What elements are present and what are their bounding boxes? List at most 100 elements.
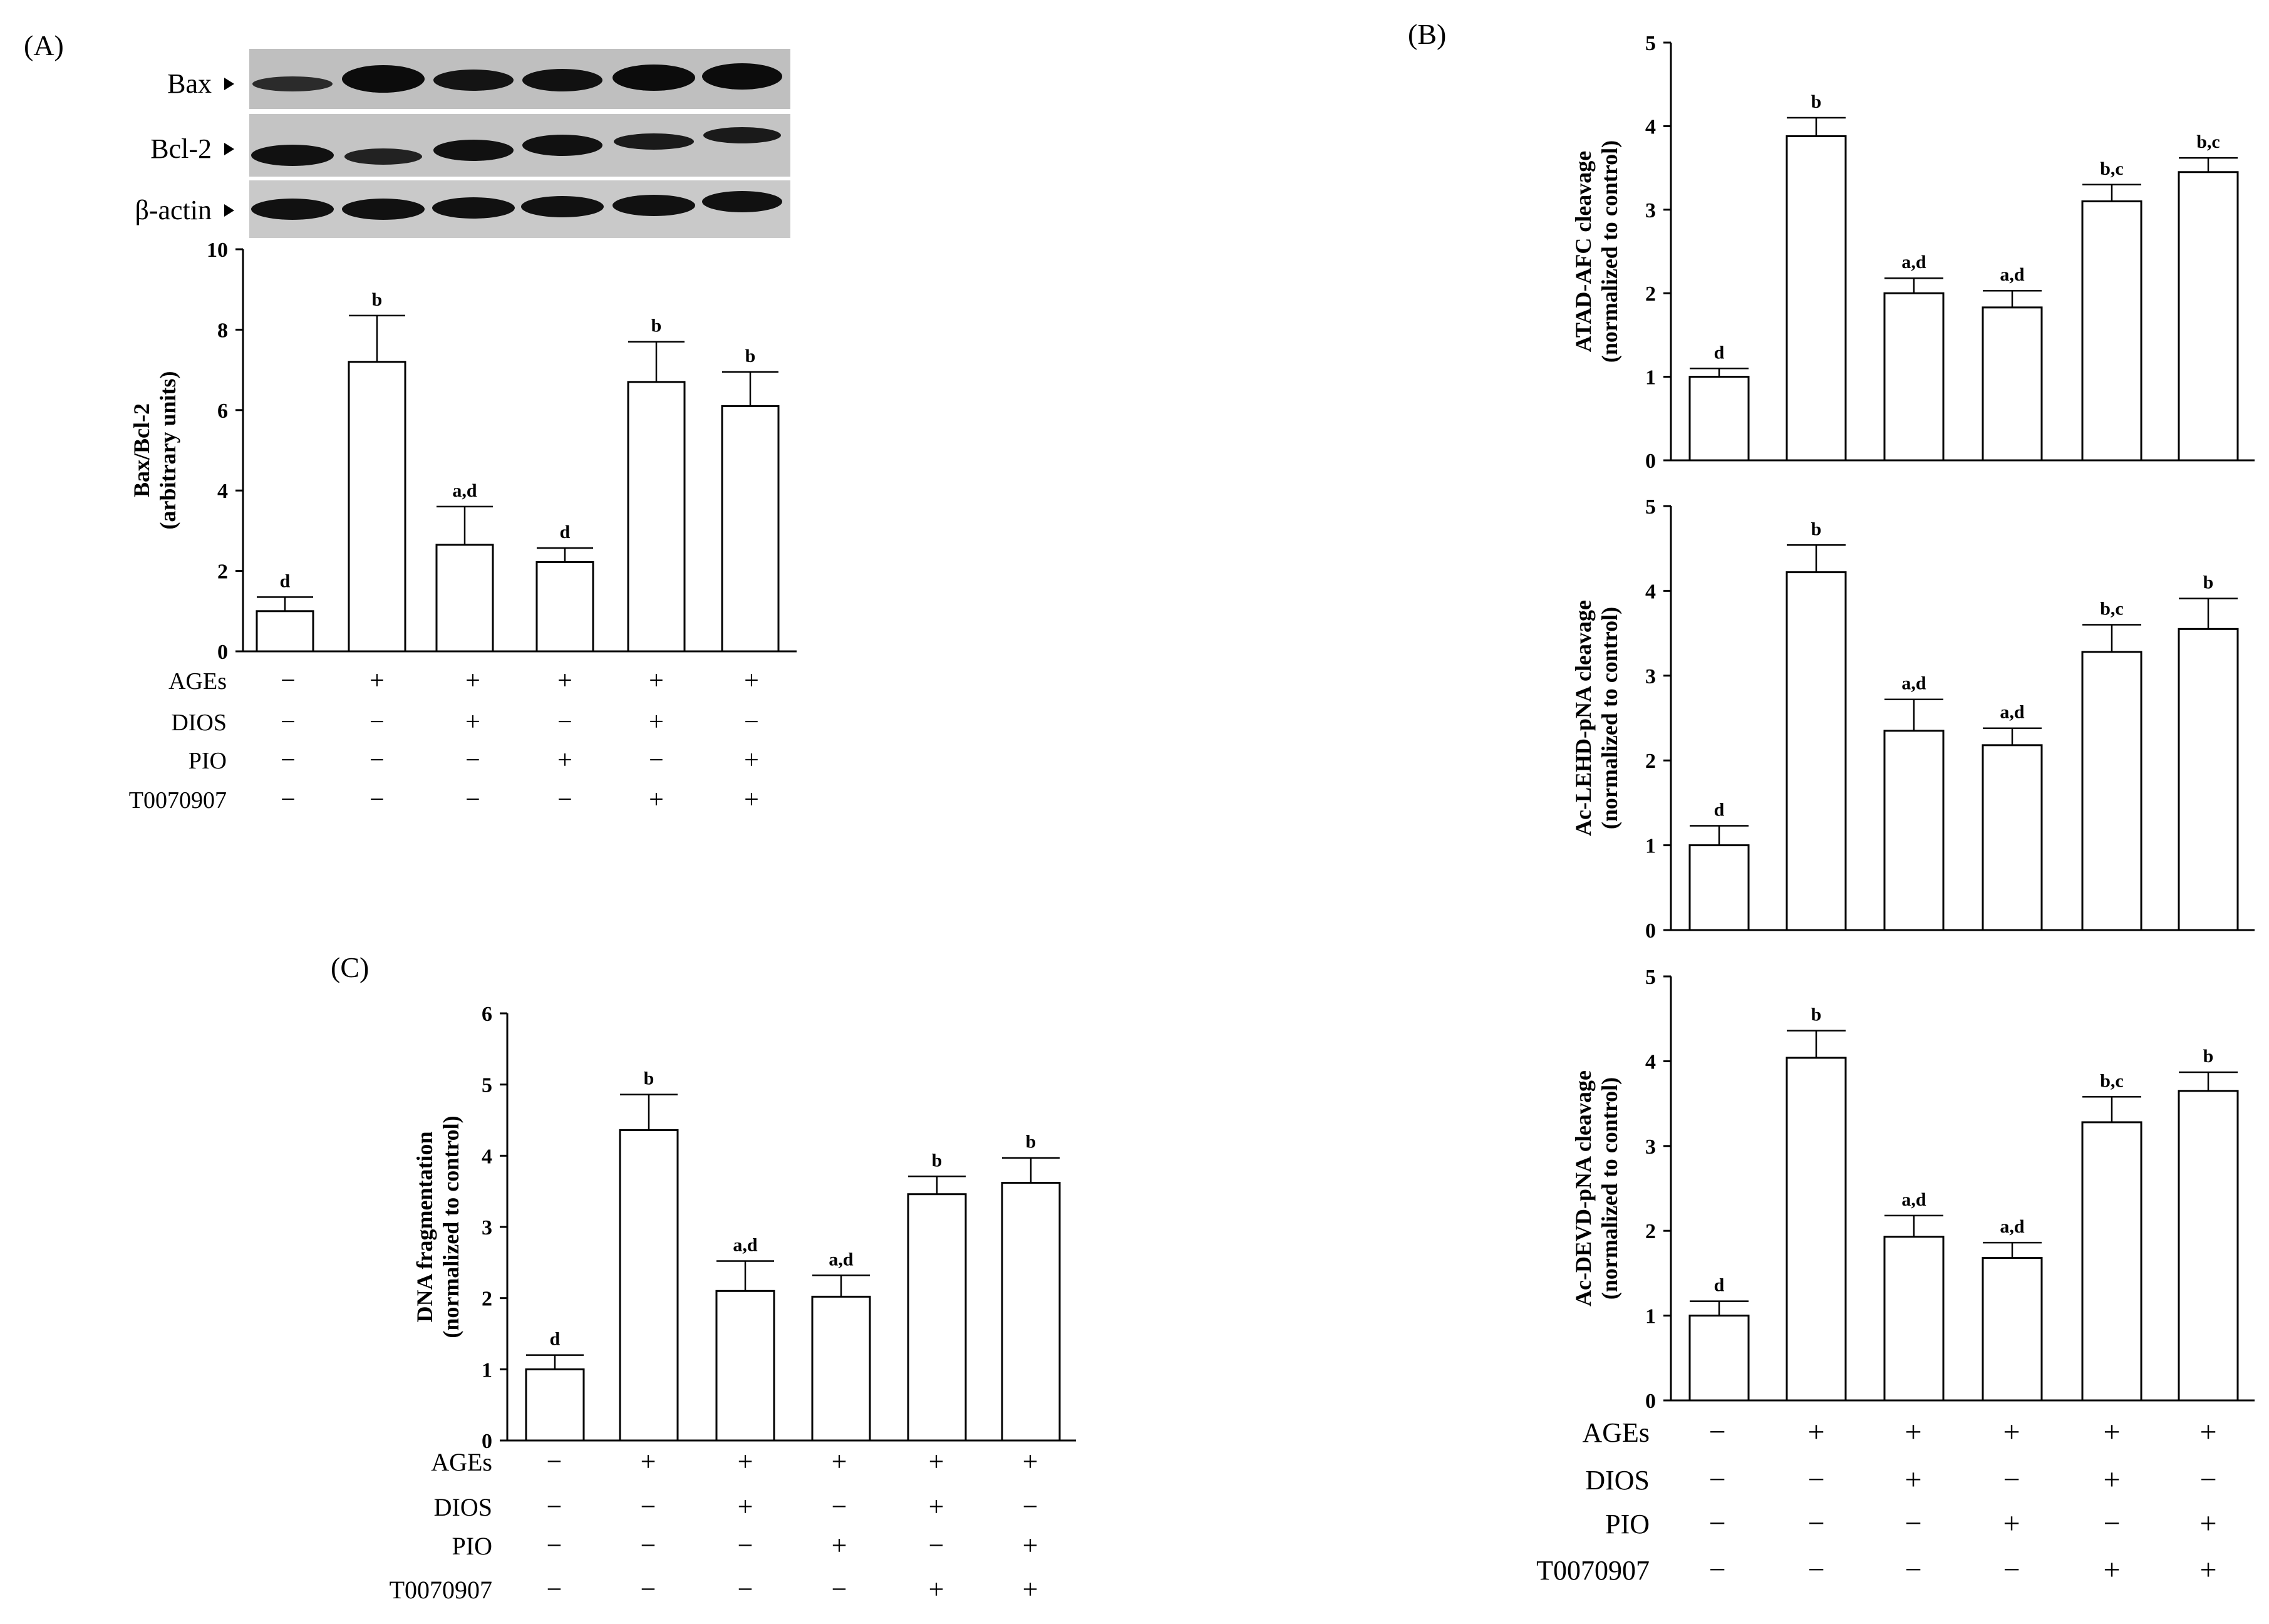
chart-b-lehd-pna: 0 1 2 3 4 5 Ac-LEHD-pNA cleavage (normalized to… [1571, 495, 2255, 943]
treatment-sign: + [2103, 1415, 2120, 1449]
treatment-sign: − [370, 746, 385, 775]
y-axis-label: Ac-LEHD-pNA cleavage [1571, 600, 1596, 836]
y-tick-label: 4 [1645, 1050, 1656, 1073]
treatment-label: DIOS [434, 1493, 492, 1521]
bar [256, 610, 314, 653]
treatment-sign: − [2103, 1507, 2120, 1540]
significance-label: b [1811, 1005, 1822, 1025]
treatment-label: PIO [452, 1532, 492, 1560]
bar [1688, 376, 1750, 462]
blot-band [522, 135, 602, 156]
significance-label: b [1811, 519, 1822, 539]
blot-band [342, 65, 425, 93]
significance-label: b [745, 346, 756, 366]
y-tick-label: 3 [1645, 1135, 1656, 1159]
treatment-sign: − [547, 1446, 562, 1477]
treatment-sign: − [370, 785, 385, 814]
treatment-sign: − [465, 785, 480, 814]
treatment-sign: + [1905, 1463, 1921, 1496]
y-axis-label: (normalized to control) [438, 1115, 463, 1338]
y-tick-label: 2 [1645, 750, 1656, 773]
bar [2081, 1121, 2142, 1402]
chart-b-devd-pna: 0 1 2 3 4 5 Ac-DEVD-pNA cleavage (normalized to… [1571, 966, 2255, 1413]
treatment-sign: + [929, 1446, 944, 1477]
y-axis-label: Bax/Bcl-2 [129, 403, 154, 497]
bar [1883, 1236, 1945, 1402]
bar [2178, 628, 2239, 931]
blot-band [702, 63, 782, 90]
treatment-sign: − [281, 666, 296, 695]
y-tick-label: 2 [217, 561, 228, 584]
treatment-sign: + [2103, 1553, 2120, 1586]
blot-band [433, 140, 514, 161]
significance-label: a,d [2000, 702, 2025, 723]
blot-band [614, 133, 694, 150]
y-tick-label: 6 [482, 1003, 492, 1026]
bar [1786, 135, 1847, 462]
treatment-sign: + [2003, 1507, 2020, 1540]
bar [1786, 1057, 1847, 1402]
treatment-sign: − [557, 708, 572, 737]
treatment-sign: + [1905, 1415, 1921, 1449]
y-tick-label: 2 [482, 1288, 492, 1311]
treatment-sign: − [281, 746, 296, 775]
treatment-sign: − [641, 1530, 656, 1561]
y-tick-label: 1 [1645, 1305, 1656, 1328]
significance-label: d [280, 571, 291, 591]
treatment-sign: + [744, 666, 759, 695]
y-axis-label: ATAD-AFC cleavage [1571, 151, 1596, 353]
blot-band [432, 197, 515, 219]
y-axis-label: (normalized to control) [1597, 607, 1622, 829]
treatment-label: PIO [189, 748, 227, 774]
y-tick-label: 0 [217, 641, 228, 664]
y-tick-label: 4 [217, 480, 228, 503]
blot-band [522, 69, 602, 91]
blot-band [612, 195, 695, 216]
panel-label-a: (A) [24, 29, 64, 61]
treatment-sign: − [1708, 1553, 1725, 1586]
treatment-label: T0070907 [129, 787, 227, 814]
treatment-sign: + [641, 1446, 656, 1477]
bar [1883, 292, 1945, 462]
y-tick-label: 4 [482, 1145, 492, 1168]
treatment-sign: − [465, 746, 480, 775]
treatment-sign: − [547, 1491, 562, 1522]
bar [721, 405, 780, 653]
y-tick-label: 2 [1645, 282, 1656, 306]
treatment-sign: + [2103, 1463, 2120, 1496]
significance-label: a,d [2000, 264, 2025, 285]
significance-label: b [651, 316, 662, 336]
blot-band [433, 70, 514, 91]
treatment-sign: − [370, 708, 385, 737]
bar [619, 1129, 679, 1442]
blot-label-bax: Bax [167, 68, 212, 99]
treatment-sign: − [2003, 1553, 2020, 1586]
bar [535, 561, 594, 653]
treatment-sign: + [465, 708, 480, 737]
significance-label: b [1026, 1132, 1036, 1152]
treatment-sign: + [1023, 1530, 1038, 1561]
bar [2178, 1090, 2239, 1402]
bar [2178, 171, 2239, 462]
treatment-table-b: AGEs − + + + + + DIOS − − + − + − PIO − − − + − + T0070907 − − −… [1536, 1415, 2216, 1586]
treatment-sign: + [649, 666, 664, 695]
y-tick-label: 1 [1645, 366, 1656, 390]
y-tick-label: 0 [1645, 450, 1656, 473]
y-tick-label: 5 [1645, 966, 1656, 989]
y-tick-label: 0 [1645, 1390, 1656, 1413]
bar [907, 1193, 967, 1442]
treatment-label: PIO [1605, 1509, 1650, 1539]
significance-label: a,d [452, 480, 477, 501]
y-tick-label: 3 [1645, 199, 1656, 222]
significance-label: a,d [1901, 673, 1926, 694]
treatment-sign: − [744, 708, 759, 737]
bar [1982, 1257, 2043, 1402]
significance-label: b [644, 1068, 654, 1089]
treatment-sign: − [1807, 1463, 1824, 1496]
significance-label: a,d [1901, 252, 1926, 272]
blot-band [702, 191, 782, 212]
treatment-sign: − [2199, 1463, 2216, 1496]
chart-c-dna-fragmentation: 0 1 2 3 4 5 6 DNA fragmentation (normalized to c… [412, 1003, 1076, 1453]
y-tick-label: 3 [1645, 665, 1656, 688]
treatment-label: AGEs [431, 1448, 492, 1476]
